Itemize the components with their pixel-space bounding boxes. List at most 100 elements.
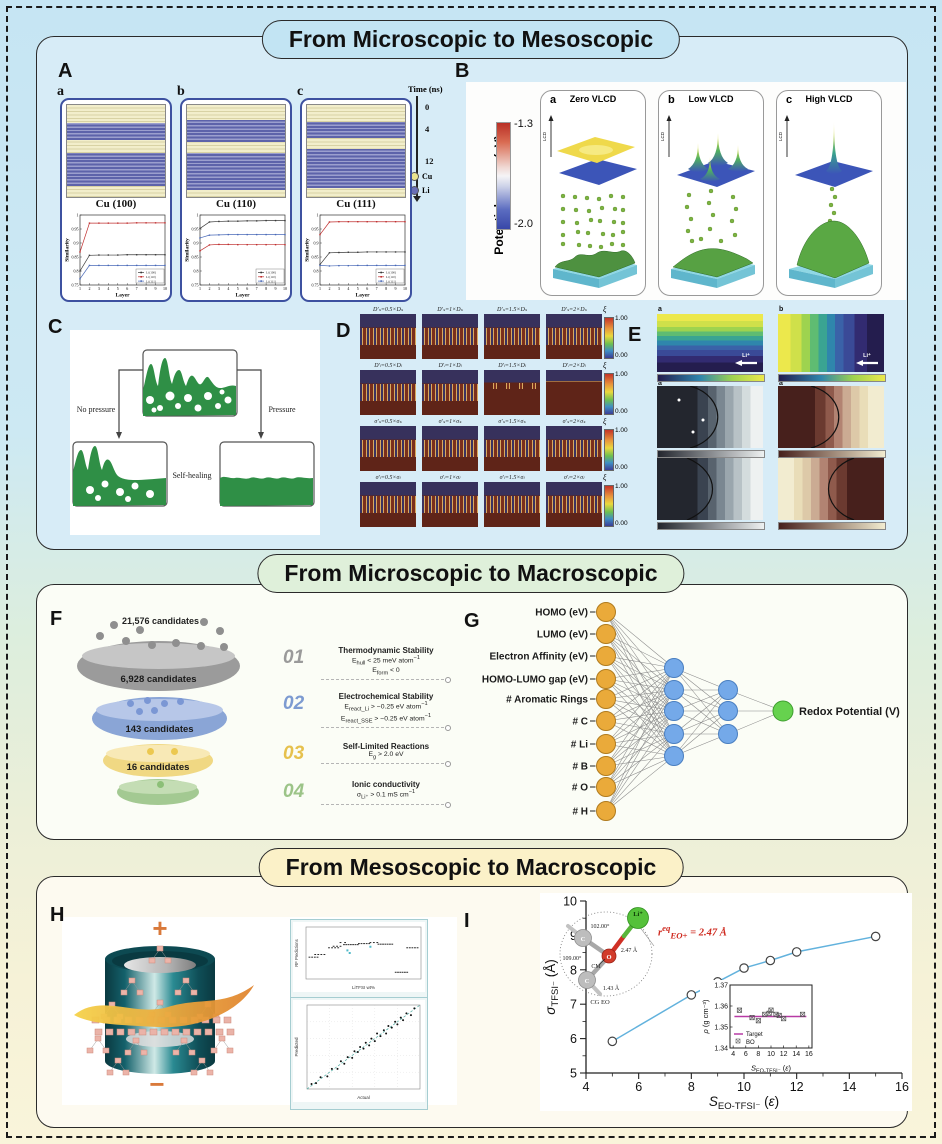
svg-text:8: 8 [145,286,147,291]
tile-label: σ′ₗ=2×σₗ [563,475,585,481]
md-snapshot [66,104,166,198]
svg-text:2: 2 [208,286,210,291]
candidate-dot [157,781,164,788]
left-arrow-icon [735,360,757,366]
svg-text:8: 8 [570,963,577,977]
phase-field-tile [422,314,478,359]
svg-text:0.9: 0.9 [314,240,319,245]
self-healing-label: Self-healing [172,471,211,480]
svg-text:Similarity: Similarity [65,238,71,262]
step-divider [321,801,451,808]
e-letter: a [658,380,662,387]
e-letter: b [779,306,784,313]
md-box: Cu (111) 0.75 0.8 0.85 0.9 0.95 1 1 2 3 … [300,98,412,302]
contour-field-slate-a [657,386,763,448]
panel-g-label: G [464,610,480,632]
input-label: # Li [571,740,588,751]
tile-label: σ′ₛ=1.5×σₛ [498,419,526,425]
candidate-dot [171,748,178,755]
phase-field-tile [546,314,602,359]
zero-vlcd-figure: LCD [542,115,637,288]
svg-text:0.75: 0.75 [312,282,319,287]
time-axis: Time (ns) 0 4 12 Cu Li [408,84,456,300]
svg-text:BO: BO [746,1040,755,1046]
phase-field-tile [422,426,478,471]
candidate-count-top: 21,576 candidates [122,616,200,626]
step-number: 01 [283,647,305,668]
phase-field-tile [546,482,602,527]
candidate-dot [127,700,134,707]
candidate-dot [144,697,151,704]
svg-text:Li (100): Li (100) [266,271,276,275]
phase-field-tile [360,426,416,471]
svg-text:RF Predictions: RF Predictions [294,939,299,966]
step-title: Ionic conductivity [351,780,420,789]
contour-field-slate-b [657,458,763,520]
e-colorbar [657,522,765,530]
step-criterion: σLi⁺ > 0.1 mS cm−1 [356,789,416,801]
li-layer-band [307,121,405,139]
svg-text:0.95: 0.95 [312,226,319,231]
svg-text:9: 9 [155,286,157,291]
svg-text:8: 8 [385,286,387,291]
svg-text:0.9: 0.9 [194,240,199,245]
svg-text:4: 4 [583,1080,590,1094]
svg-text:Layer: Layer [355,293,370,299]
candidate-dot [177,698,184,705]
subpanel-letter: b [177,84,185,99]
svg-text:1: 1 [197,212,199,217]
panel-e-label: E [628,324,642,346]
e-colorbar [778,522,886,530]
req-formula: reqEO+ = 2.47 Å [658,923,727,941]
panel-f: 21,576 candidates 6,928 candidates 143 ca… [60,608,460,828]
step-title: Electrochemical Stability [338,692,434,701]
li-flux-arrow: Li⁺ [856,353,878,366]
input-label: # O [572,783,588,794]
svg-text:1: 1 [317,212,319,217]
svg-text:8: 8 [265,286,267,291]
svg-text:3: 3 [98,286,100,291]
tile-label: D′ₗ=1×Dₗ [438,363,462,369]
step-number: 02 [283,693,305,714]
input-label: LUMO (eV) [537,630,588,641]
step-divider [321,676,451,683]
tile-label: D′ₛ=2×Dₛ [561,307,587,313]
tile-label: σ′ₛ=1×σₛ [438,419,462,425]
subpanel-title: Zero VLCD [569,94,617,104]
svg-text:6: 6 [744,1051,748,1058]
svg-text:SEO-TFSI⁻ (ε): SEO-TFSI⁻ (ε) [709,1094,779,1111]
svg-text:4: 4 [107,286,109,291]
pressure-label: Pressure [268,405,296,414]
vlcd-subpanel-a: a Zero VLCD LCD [540,90,646,296]
svg-text:Predicted: Predicted [294,1037,299,1057]
xi-colorbar: ξ 1.00 0.00 [603,417,628,471]
tile-label: σ′ₗ=0.5×σₗ [375,475,401,481]
md-column: c Cu (111) 0.75 0.8 0.85 0.9 0.95 1 1 2 … [297,84,412,302]
parity-plot-wrap: Actual Predicted [290,997,428,1110]
angle-102-label: 102.00° [591,923,611,930]
svg-text:C: C [585,978,590,985]
svg-text:SEO-TFSI⁻ (ε): SEO-TFSI⁻ (ε) [751,1064,792,1073]
section-title-3: From Mesoscopic to Macroscopic [258,848,684,887]
legend-li-label: Li [422,186,430,195]
li-layer-band [187,152,285,190]
tile-label: σ′ₛ=0.5×σₛ [374,419,402,425]
candidate-dot [122,637,130,645]
cg-molecule-inset: C C O Li⁺ 102.00° 109.00° 2.47 Å 1.43 Å … [559,907,655,1006]
svg-text:0.95: 0.95 [192,226,199,231]
svg-text:0.85: 0.85 [72,254,79,259]
tile-label: D′ₗ=1.5×Dₗ [498,363,526,369]
phase-field-tile [360,482,416,527]
li-flux-arrow: Li⁺ [735,353,757,366]
md-snapshot [186,104,286,198]
low-vlcd-figure: LCD [660,115,755,288]
svg-text:12: 12 [780,1051,788,1058]
svg-text:8: 8 [756,1051,760,1058]
svg-text:6: 6 [570,1032,577,1046]
time-tick-4: 4 [425,124,430,134]
phase-field-tile [546,426,602,471]
subpanel-letter: a [550,94,557,106]
phase-field-tile [422,482,478,527]
input-label: # C [572,717,588,728]
minus-terminal: − [149,1069,164,1099]
